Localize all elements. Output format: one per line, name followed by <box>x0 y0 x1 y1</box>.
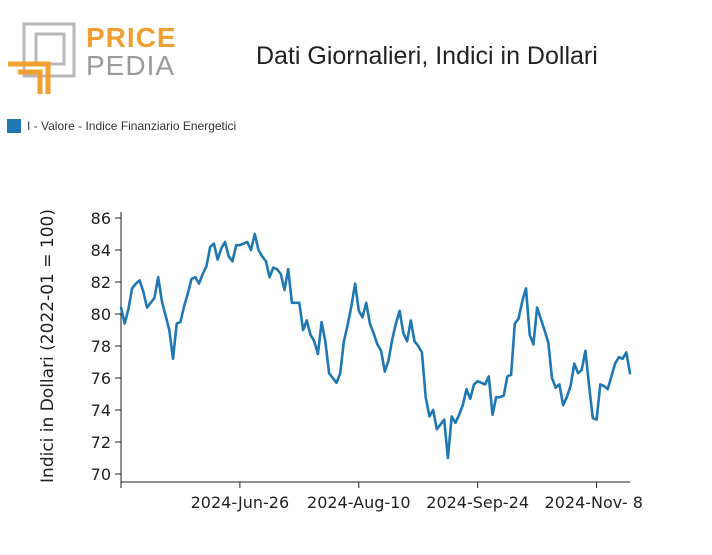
logo-mark-orange-bracket <box>8 61 51 94</box>
y-tick-label: 70 <box>91 465 111 484</box>
y-tick-label: 80 <box>91 305 111 324</box>
logo-text-price: PRICE <box>86 22 177 53</box>
y-tick-label: 84 <box>91 241 111 260</box>
y-axis-title: Indici in Dollari (2022-01 = 100) <box>38 209 58 483</box>
chart-title: Dati Giornalieri, Indici in Dollari <box>256 42 598 70</box>
logo-mark <box>8 22 76 94</box>
chart-marks <box>119 232 632 460</box>
chart-legend: I - Valore - Indice Finanziario Energeti… <box>7 119 236 133</box>
y-tick-label: 74 <box>91 401 111 420</box>
y-tick-label: 76 <box>91 369 111 388</box>
logo-text-pedia: PEDIA <box>86 50 176 81</box>
legend-label: I - Valore - Indice Finanziario Energeti… <box>27 119 237 133</box>
pricepedia-logo: PRICE PEDIA <box>6 22 176 94</box>
x-tick-label: 2024-Aug-10 <box>307 493 411 512</box>
y-tick-label: 82 <box>91 273 111 292</box>
series-line <box>119 232 632 460</box>
y-tick-label: 86 <box>91 209 111 228</box>
x-tick-label: 2024-Jun-26 <box>191 493 290 512</box>
legend-swatch <box>7 119 21 133</box>
x-tick-label: 2024-Nov- 8 <box>545 493 643 512</box>
y-tick-label: 78 <box>91 337 111 356</box>
y-tick-label: 72 <box>91 433 111 452</box>
logo-mark-orange-inner <box>18 69 43 94</box>
chart-axes: 70 72 74 76 78 80 82 84 86 2024-Jun-26 2024-Aug-10… <box>38 209 643 512</box>
x-tick-label: 2024-Sep-24 <box>426 493 529 512</box>
